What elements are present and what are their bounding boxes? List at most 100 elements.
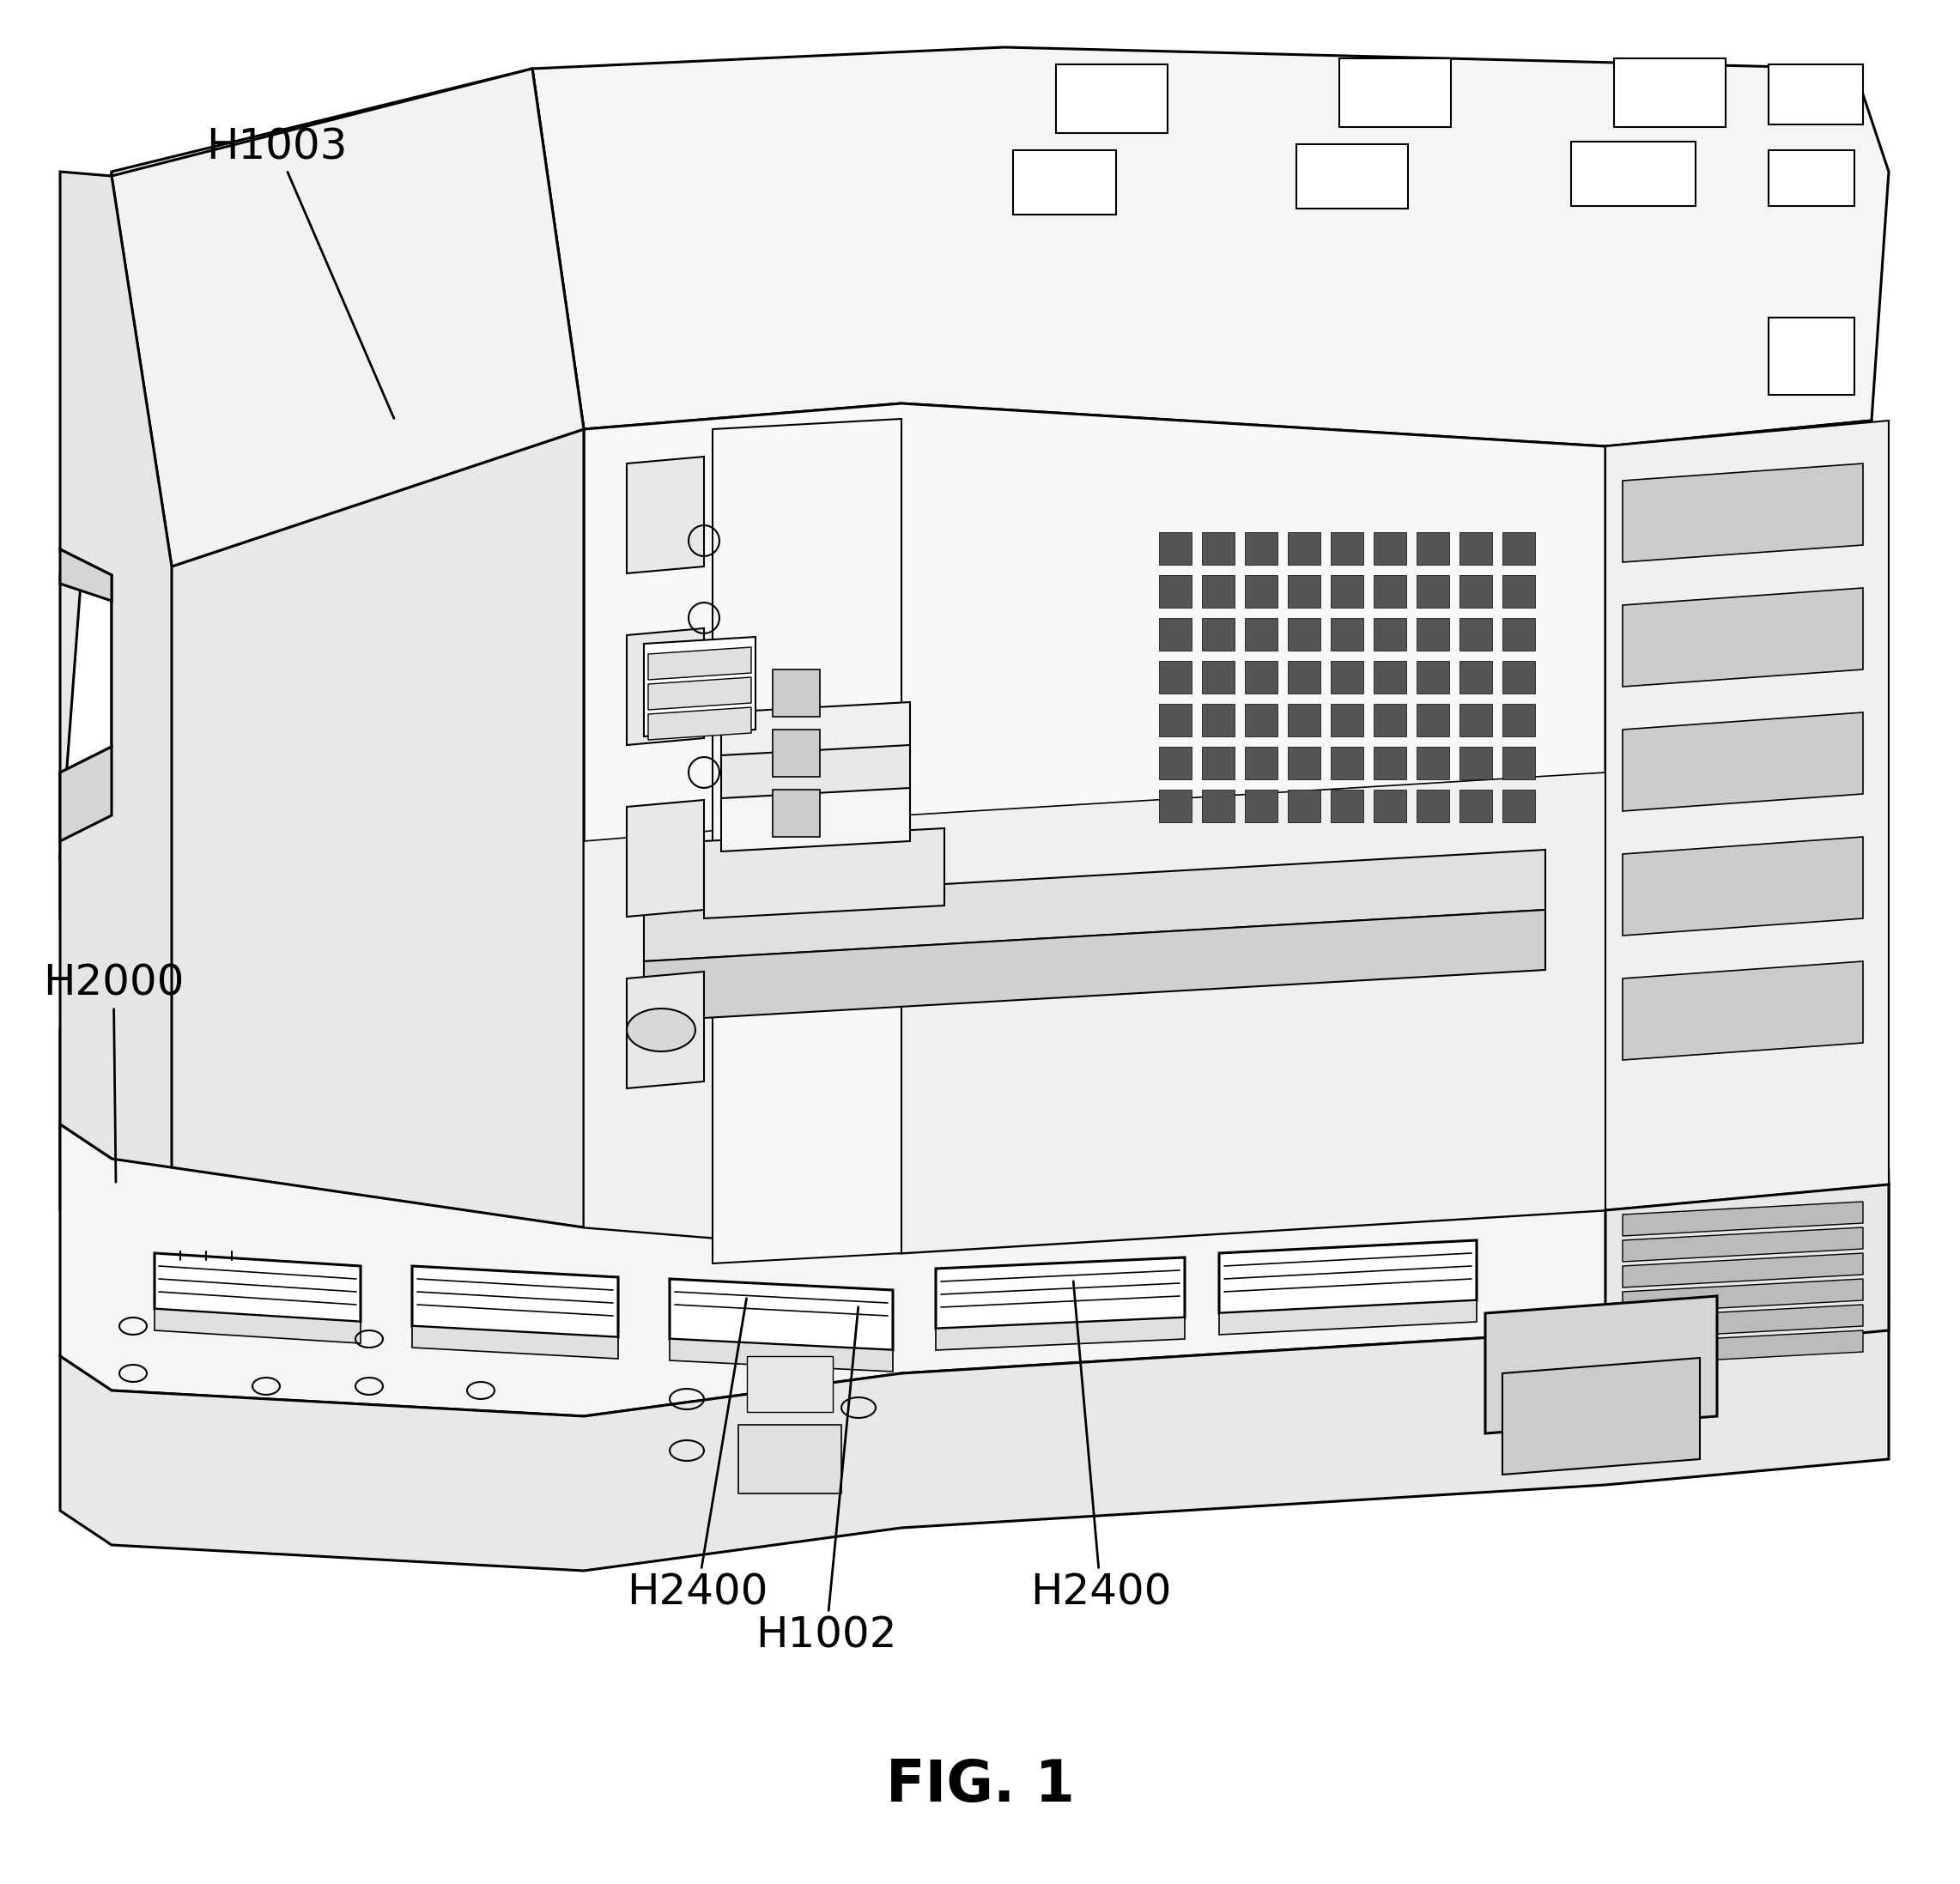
Text: H2400: H2400 [627, 1298, 768, 1613]
Polygon shape [1245, 618, 1278, 650]
Polygon shape [155, 1309, 361, 1343]
Polygon shape [1631, 437, 1872, 876]
Polygon shape [1201, 661, 1235, 693]
Polygon shape [670, 1279, 894, 1351]
Polygon shape [649, 676, 751, 710]
Polygon shape [1201, 531, 1235, 565]
Polygon shape [61, 1125, 584, 1313]
Polygon shape [1296, 145, 1407, 209]
Polygon shape [1374, 531, 1405, 565]
Polygon shape [1245, 789, 1278, 821]
Polygon shape [772, 669, 819, 716]
Polygon shape [645, 910, 1544, 1021]
Polygon shape [739, 1424, 841, 1494]
Polygon shape [1374, 618, 1405, 650]
Polygon shape [61, 171, 172, 1202]
Polygon shape [747, 1356, 833, 1411]
Polygon shape [1460, 705, 1492, 737]
Text: H1002: H1002 [755, 1307, 898, 1656]
Polygon shape [704, 829, 945, 918]
Polygon shape [721, 744, 909, 808]
Polygon shape [1623, 961, 1864, 1061]
Polygon shape [1339, 58, 1450, 126]
Polygon shape [1288, 705, 1321, 737]
Polygon shape [935, 1257, 1184, 1328]
Polygon shape [1331, 618, 1364, 650]
Polygon shape [1288, 746, 1321, 780]
Polygon shape [1623, 1202, 1864, 1236]
Polygon shape [1460, 531, 1492, 565]
Polygon shape [1245, 705, 1278, 737]
Polygon shape [1288, 575, 1321, 609]
Polygon shape [533, 47, 1889, 447]
Polygon shape [584, 772, 1605, 1253]
Polygon shape [1623, 463, 1864, 561]
Polygon shape [1613, 58, 1725, 126]
Polygon shape [1503, 746, 1535, 780]
Polygon shape [1158, 575, 1192, 609]
Polygon shape [1460, 661, 1492, 693]
Polygon shape [1503, 1358, 1699, 1475]
Polygon shape [61, 1125, 1889, 1417]
Polygon shape [1374, 789, 1405, 821]
Polygon shape [1417, 789, 1448, 821]
Polygon shape [1503, 661, 1535, 693]
Polygon shape [1158, 661, 1192, 693]
Polygon shape [1158, 746, 1192, 780]
Polygon shape [1417, 531, 1448, 565]
Polygon shape [935, 1317, 1184, 1351]
Polygon shape [1331, 789, 1364, 821]
Polygon shape [1605, 420, 1889, 1210]
Polygon shape [1288, 618, 1321, 650]
Polygon shape [1623, 1304, 1864, 1340]
Polygon shape [1331, 705, 1364, 737]
Polygon shape [1486, 1296, 1717, 1434]
Polygon shape [1623, 1330, 1864, 1364]
Polygon shape [1245, 575, 1278, 609]
Polygon shape [1503, 531, 1535, 565]
Polygon shape [627, 1008, 696, 1051]
Polygon shape [721, 703, 909, 765]
Polygon shape [1331, 661, 1364, 693]
Text: H2000: H2000 [43, 963, 184, 1181]
Polygon shape [1417, 705, 1448, 737]
Polygon shape [1503, 789, 1535, 821]
Text: FIG. 1: FIG. 1 [886, 1758, 1074, 1814]
Polygon shape [1417, 618, 1448, 650]
Polygon shape [1374, 575, 1405, 609]
Polygon shape [112, 68, 584, 567]
Polygon shape [713, 418, 902, 1264]
Polygon shape [61, 1304, 1889, 1571]
Polygon shape [412, 1266, 617, 1338]
Polygon shape [627, 456, 704, 573]
Polygon shape [1503, 705, 1535, 737]
Polygon shape [1572, 141, 1695, 205]
Polygon shape [1374, 746, 1405, 780]
Polygon shape [1219, 1240, 1476, 1313]
Polygon shape [1158, 789, 1192, 821]
Polygon shape [1460, 746, 1492, 780]
Polygon shape [155, 1253, 361, 1323]
Polygon shape [1417, 661, 1448, 693]
Polygon shape [645, 637, 755, 737]
Polygon shape [1201, 789, 1235, 821]
Text: H2400: H2400 [1031, 1281, 1172, 1613]
Polygon shape [1623, 588, 1864, 686]
Polygon shape [649, 648, 751, 680]
Polygon shape [627, 972, 704, 1089]
Polygon shape [1158, 618, 1192, 650]
Polygon shape [1623, 1279, 1864, 1313]
Polygon shape [1417, 746, 1448, 780]
Polygon shape [1623, 712, 1864, 812]
Polygon shape [1331, 746, 1364, 780]
Polygon shape [584, 403, 1605, 1253]
Polygon shape [1245, 746, 1278, 780]
Polygon shape [1503, 618, 1535, 650]
Polygon shape [1201, 705, 1235, 737]
Polygon shape [1768, 318, 1854, 396]
Polygon shape [1288, 789, 1321, 821]
Polygon shape [649, 706, 751, 740]
Polygon shape [772, 789, 819, 836]
Polygon shape [1374, 705, 1405, 737]
Polygon shape [1768, 64, 1864, 124]
